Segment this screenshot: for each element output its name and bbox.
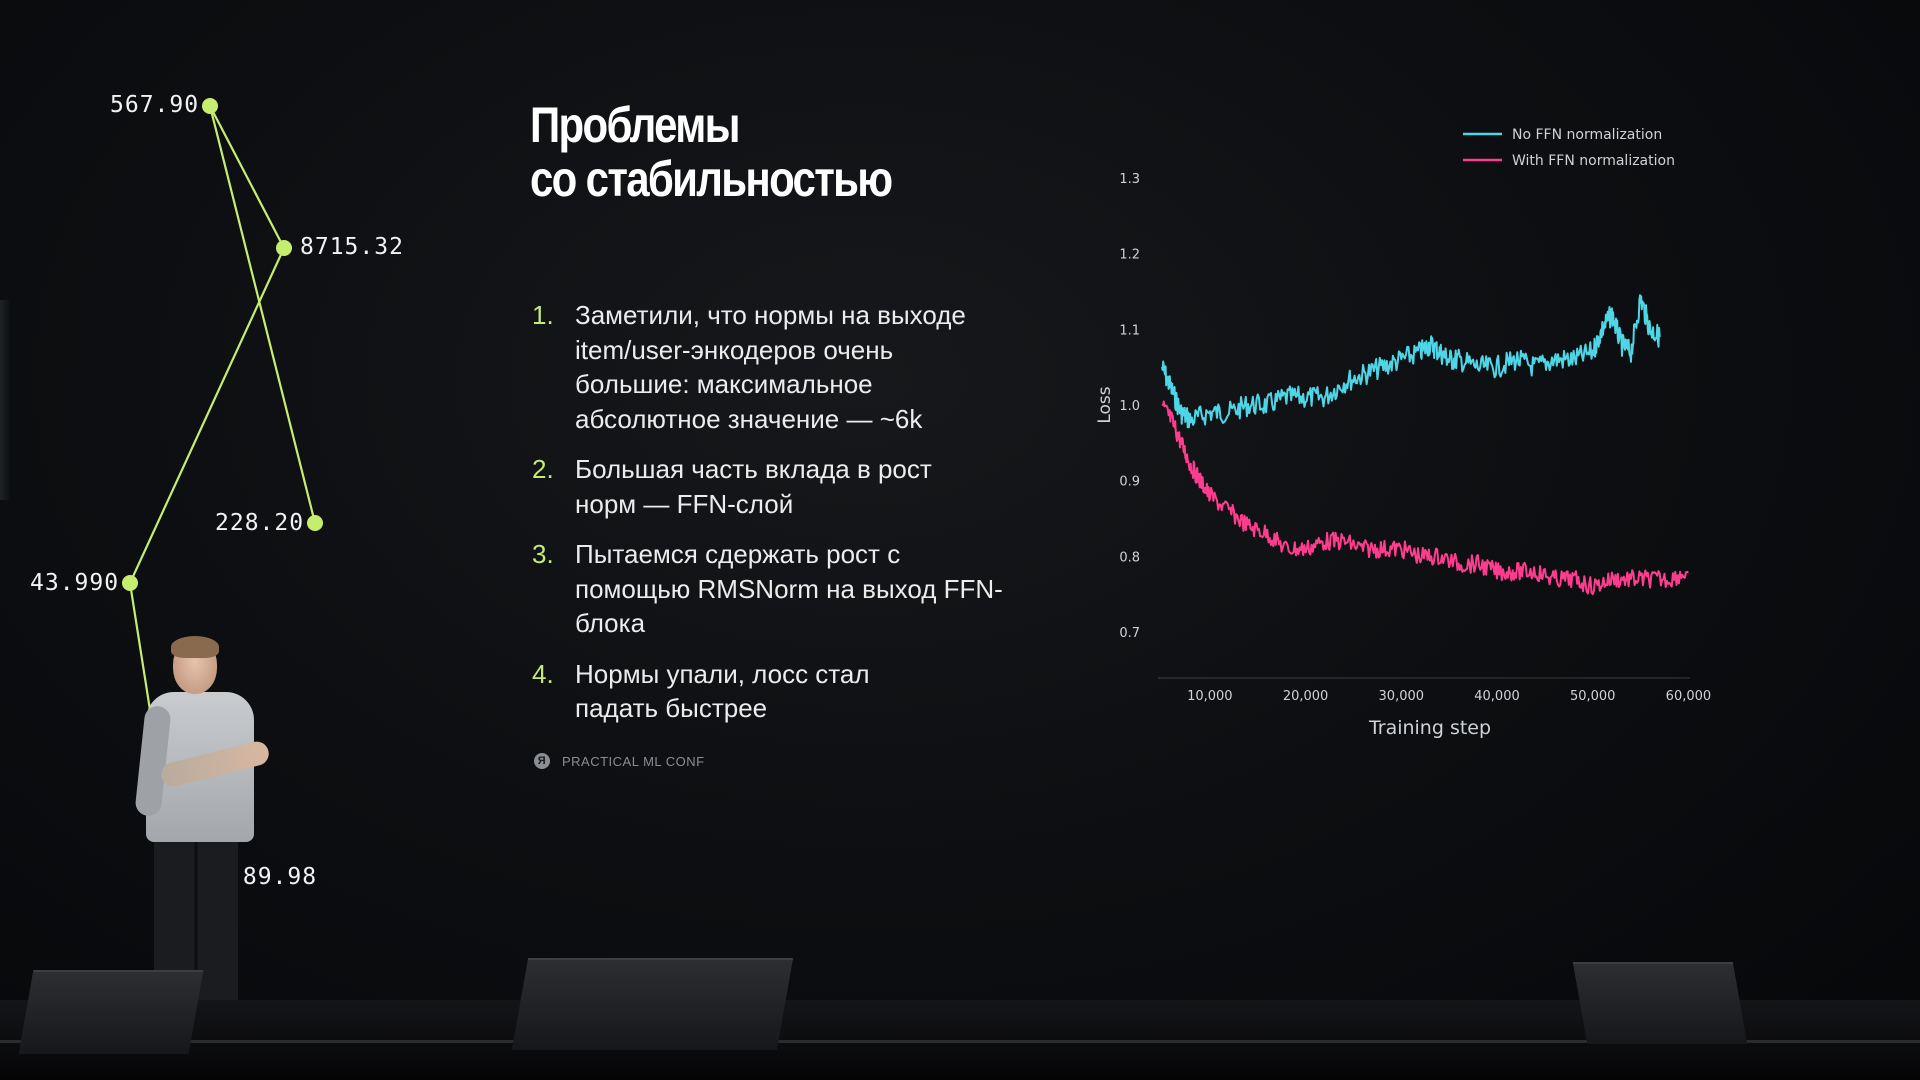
chart-legend: No FFN normalization With FFN normalizat…	[1463, 127, 1675, 169]
list-item-line: Заметили, что нормы на выходе	[575, 300, 966, 330]
list-item: 3. Пытаемся сдержать рост с помощью RMSN…	[530, 537, 1050, 641]
list-item-line: норм — FFN-слой	[575, 488, 794, 519]
graph-edge-a	[208, 105, 317, 524]
series-line	[1161, 294, 1661, 429]
list-item-number: 4.	[532, 658, 554, 689]
y-tick-label: 1.2	[1119, 248, 1140, 263]
series-line	[1161, 400, 1689, 596]
list-item: 1. Заметили, что нормы на выходе item/us…	[530, 298, 1050, 436]
stage-monitor-speaker	[1572, 962, 1748, 1044]
y-tick-label: 0.9	[1119, 475, 1140, 490]
slide-title-line: Проблемы	[530, 97, 741, 153]
graph-edge-b	[128, 105, 286, 711]
graph-node-label: 228.20	[215, 510, 305, 536]
x-tick-label: 30,000	[1379, 689, 1425, 704]
y-tick-label: 0.7	[1119, 626, 1140, 641]
stage-monitor-speaker	[511, 958, 794, 1050]
list-item-line: Пытаемся сдержать рост с	[575, 539, 901, 569]
x-tick-label: 60,000	[1666, 689, 1712, 704]
y-tick-label: 1.3	[1119, 172, 1140, 187]
stage-edge	[0, 1040, 1920, 1043]
list-item-line: Нормы упали, лосс стал	[575, 658, 870, 689]
y-tick-label: 1.0	[1119, 399, 1140, 414]
loss-chart: 0.7 0.8 0.9 1.0 1.1 1.2 1.3 10,000 20,000 30,000…	[1095, 127, 1712, 739]
x-axis-label: Training step	[1368, 717, 1491, 739]
list-item-number: 3.	[532, 539, 554, 569]
list-item-line: Большая часть вклада в рост	[575, 454, 932, 484]
list-item-number: 2.	[532, 454, 554, 484]
legend-entry: With FFN normalization	[1512, 153, 1675, 169]
list-item-line: item/user-энкодеров очень	[575, 334, 894, 365]
conference-name: PRACTICAL ML CONF	[562, 753, 705, 769]
y-tick-label: 1.1	[1119, 323, 1140, 338]
x-tick-label: 40,000	[1474, 689, 1520, 704]
list-item-line: падать быстрее	[575, 693, 768, 723]
node-graph	[122, 98, 323, 711]
x-tick-label: 50,000	[1570, 689, 1616, 704]
conference-footer: Я PRACTICAL ML CONF	[534, 753, 705, 769]
slide-title-line: со стабильностью	[530, 151, 893, 207]
legend-entry: No FFN normalization	[1512, 127, 1662, 143]
slide-list: 1. Заметили, что нормы на выходе item/us…	[530, 298, 1050, 742]
x-tick-label: 10,000	[1187, 689, 1233, 704]
list-item-line: блока	[575, 608, 646, 638]
slide-title: Проблемы со стабильностью	[530, 97, 893, 207]
yandex-logo-icon: Я	[534, 753, 550, 769]
graph-node-label: 567.90	[110, 92, 200, 118]
speaker-hair	[171, 636, 219, 658]
y-tick-label: 0.8	[1119, 550, 1140, 565]
graph-node	[122, 575, 138, 591]
list-item-line: помощью RMSNorm на выход FFN-	[575, 573, 1003, 604]
list-item-number: 1.	[532, 300, 554, 330]
list-item-line: большие: максимальное	[575, 369, 873, 399]
stage-monitor-speaker	[18, 970, 204, 1054]
graph-node-label: 43.990	[30, 570, 120, 596]
screen-edge	[0, 300, 12, 500]
graph-node	[276, 240, 292, 256]
graph-node-label: 8715.32	[300, 234, 404, 260]
y-axis-label: Loss	[1095, 386, 1115, 423]
list-item: 4. Нормы упали, лосс стал падать быстрее	[530, 657, 1050, 726]
graph-node	[202, 98, 218, 114]
x-tick-label: 20,000	[1283, 689, 1329, 704]
graph-node	[307, 515, 323, 531]
graph-node-label: .89.98	[228, 864, 318, 890]
list-item-line: абсолютное значение — ~6k	[575, 403, 923, 434]
list-item: 2. Большая часть вклада в рост норм — FF…	[530, 452, 1050, 521]
